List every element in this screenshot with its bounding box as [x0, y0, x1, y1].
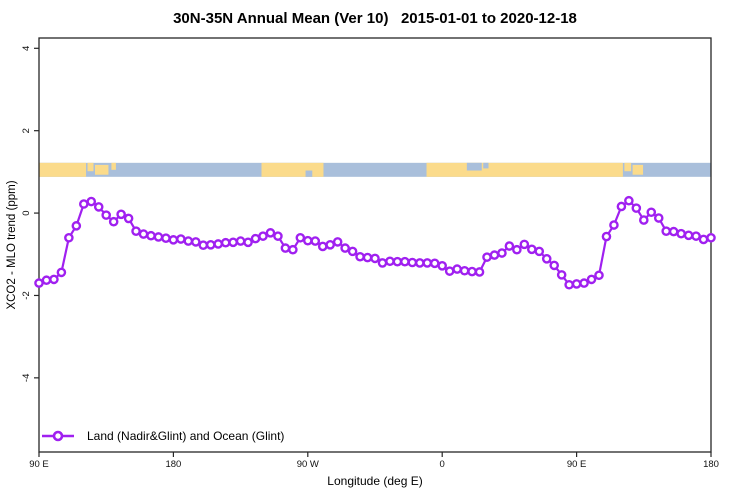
svg-text:0: 0 — [21, 210, 32, 215]
svg-text:4: 4 — [21, 46, 32, 51]
svg-text:-4: -4 — [21, 374, 32, 382]
legend: Land (Nadir&Glint) and Ocean (Glint) — [40, 429, 284, 443]
legend-label: Land (Nadir&Glint) and Ocean (Glint) — [87, 429, 285, 443]
series-land-nadir-glint-and-ocean-glint- — [34, 195, 716, 290]
svg-text:180: 180 — [165, 459, 181, 470]
chart-title: 30N-35N Annual Mean (Ver 10) 2015-01-01 … — [173, 10, 577, 27]
land-ocean-strip — [39, 162, 711, 177]
plot-box — [38, 37, 712, 453]
y-axis-label: XCO2 - MLO trend (ppm) — [6, 180, 18, 310]
svg-text:0: 0 — [440, 459, 445, 470]
svg-text:90 E: 90 E — [29, 459, 49, 470]
legend-line-marker-icon — [42, 430, 74, 442]
svg-text:90 W: 90 W — [297, 459, 319, 470]
svg-text:-2: -2 — [21, 291, 32, 299]
svg-text:2: 2 — [21, 128, 32, 133]
svg-text:180: 180 — [703, 459, 719, 470]
svg-text:90 E: 90 E — [567, 459, 587, 470]
x-axis-label: Longitude (deg E) — [327, 474, 423, 488]
axes: 90 E 180 90 W 0 90 E 180 -4 -2 0 2 4 — [21, 46, 719, 470]
